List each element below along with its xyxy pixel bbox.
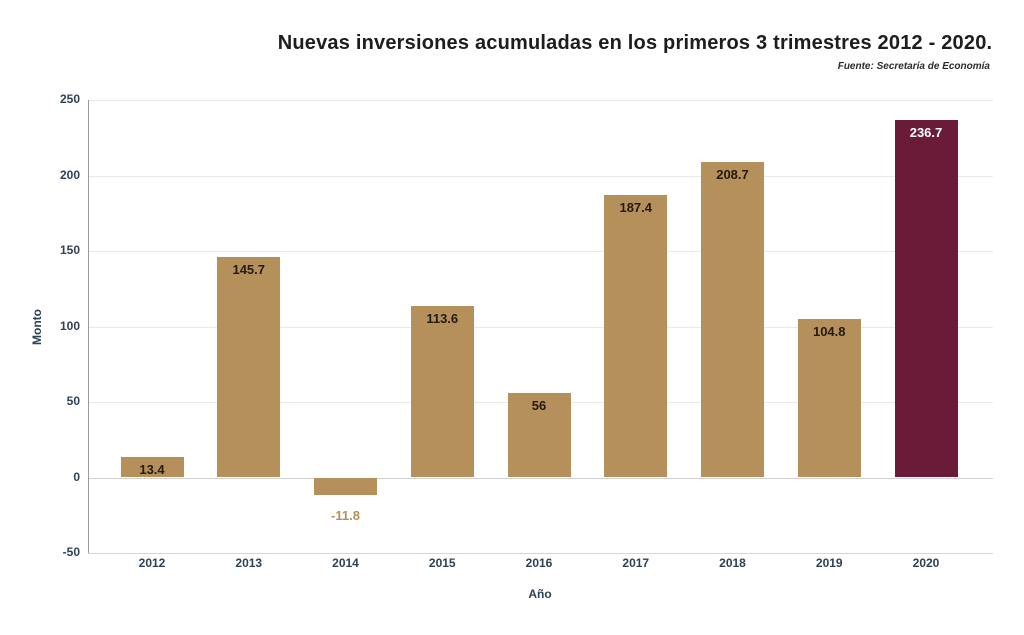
gridline: [88, 100, 993, 101]
bar-value-label: 187.4: [619, 199, 653, 215]
y-tick-label: 0: [73, 469, 80, 484]
y-tick-label: 200: [59, 167, 80, 182]
gridline: [88, 326, 993, 328]
bar-2018: [701, 162, 764, 478]
bar-2020: [894, 120, 958, 478]
bar-value-label: 113.6: [426, 310, 459, 326]
gridline: [88, 477, 993, 479]
y-tick-label: 50: [66, 394, 80, 408]
x-tick-label: 2018: [719, 556, 746, 570]
y-tick-label: 150: [59, 243, 80, 257]
gridline: [88, 553, 993, 554]
bar-value-label: 56: [531, 397, 547, 413]
x-axis-title: Año: [528, 587, 552, 601]
x-tick-label: 2014: [332, 556, 359, 570]
bar-value-label: 208.7: [716, 167, 749, 183]
y-tick-label: -50: [62, 545, 80, 559]
gridline: [88, 251, 993, 252]
x-tick-label: 2016: [525, 556, 553, 570]
bar-2016: [507, 392, 571, 478]
x-tick-label: 2017: [622, 556, 650, 570]
y-tick-label: 250: [59, 92, 80, 106]
chart-title: Nuevas inversiones acumuladas en los pri…: [277, 32, 993, 54]
bar-2012: [120, 457, 184, 478]
x-tick-label: 2020: [912, 556, 940, 570]
bar-2017: [604, 194, 668, 478]
bar-value-label: 236.7: [909, 125, 943, 141]
bar-2015: [410, 305, 474, 478]
y-axis-title: Monto: [30, 309, 44, 345]
y-tick-label: 100: [59, 318, 80, 333]
bar-value-label: 145.7: [232, 262, 266, 278]
x-tick-label: 2012: [138, 556, 166, 570]
bar-value-label: 104.8: [812, 324, 846, 340]
bar-2019: [797, 319, 861, 478]
gridline: [88, 175, 993, 177]
bar-value-label: -11.8: [331, 508, 360, 524]
x-tick-label: 2015: [428, 556, 456, 570]
y-axis-line: [88, 100, 89, 553]
chart-source-note: Fuente: Secretaría de Economía: [837, 61, 990, 72]
bar-2014: [314, 477, 377, 496]
bar-value-label: 13.4: [139, 462, 165, 478]
x-tick-label: 2013: [235, 556, 263, 570]
x-tick-label: 2019: [815, 556, 843, 570]
bar-2013: [217, 257, 281, 478]
